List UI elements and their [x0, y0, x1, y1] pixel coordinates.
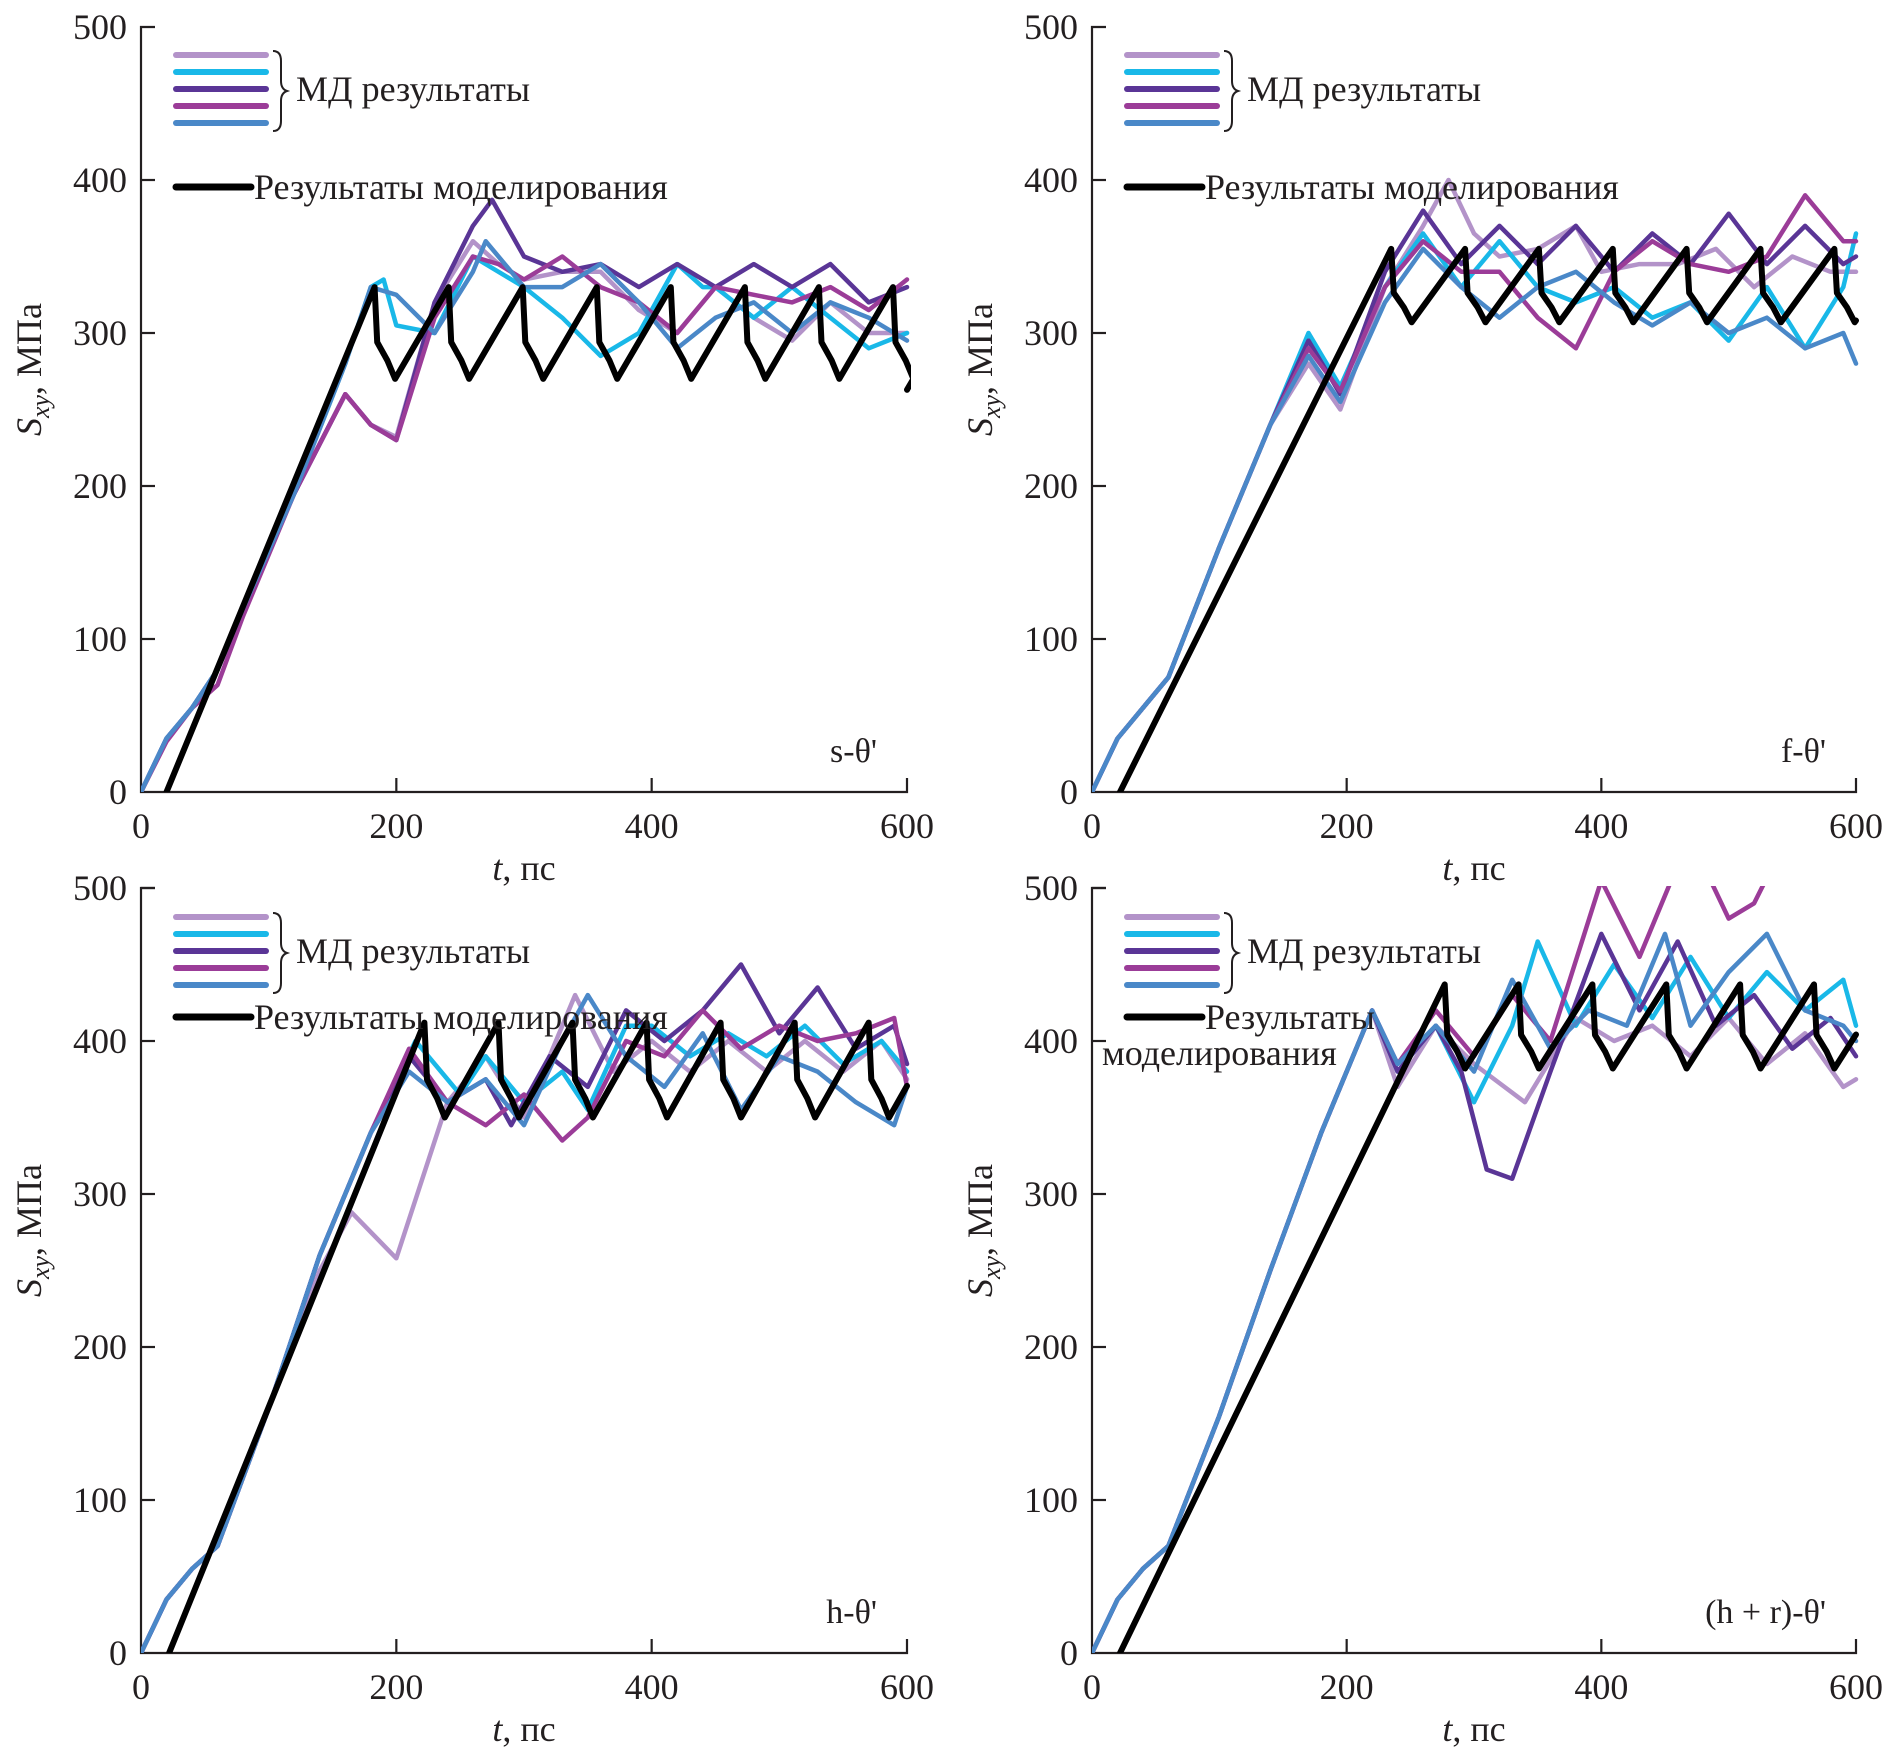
legend-label-model: Результаты моделирования — [254, 997, 668, 1037]
x-tick-label: 0 — [1083, 1667, 1101, 1707]
series-line-6 — [163, 284, 911, 792]
series-line-2 — [1092, 231, 1859, 792]
x-tick-label: 0 — [132, 1667, 150, 1707]
legend-label-model: Результаты — [1205, 997, 1375, 1037]
x-tick-label: 400 — [625, 806, 679, 846]
series-line-4 — [1092, 193, 1859, 792]
y-tick-label: 0 — [1060, 1633, 1078, 1673]
legend-label-md: МД результаты — [296, 931, 530, 971]
series-line-6 — [1117, 245, 1859, 792]
y-tick-label: 0 — [109, 772, 127, 812]
legend-label-model-line2: моделирования — [1102, 1033, 1337, 1073]
y-tick-label: 400 — [1024, 160, 1078, 200]
panel-label: f-θ' — [1781, 733, 1826, 770]
legend-label-md: МД результаты — [1247, 69, 1481, 109]
y-tick-label: 500 — [1024, 868, 1078, 908]
x-tick-label: 200 — [369, 806, 423, 846]
legend-label-model: Результаты моделирования — [254, 167, 668, 207]
x-axis-label: t, пс — [492, 1709, 555, 1749]
y-axis-label: Sxy, МПа — [9, 1164, 55, 1297]
x-tick-label: 0 — [1083, 806, 1101, 846]
legend-brace — [1223, 50, 1242, 132]
y-tick-label: 200 — [73, 466, 127, 506]
series-group — [141, 197, 911, 792]
y-tick-label: 100 — [1024, 619, 1078, 659]
chart-panel-3: 0 100 200 300 400 500 0 200 400 600 t, пс Sxy, МПа h… — [9, 868, 934, 1749]
x-tick-label: 400 — [1574, 1667, 1628, 1707]
series-line-6 — [166, 1019, 910, 1653]
x-tick-label: 600 — [880, 1667, 934, 1707]
legend-label-model: Результаты моделирования — [1205, 167, 1619, 207]
x-tick-label: 600 — [1829, 806, 1883, 846]
y-axis-label: Sxy, МПа — [960, 1164, 1006, 1297]
axes-frame — [1090, 25, 1858, 794]
panel-label: h-θ' — [826, 1594, 877, 1631]
y-tick-label: 400 — [73, 1021, 127, 1061]
x-axis-label: t, пс — [1442, 1709, 1505, 1749]
legend-brace — [272, 912, 291, 994]
legend: МД результаты Результаты моделирования — [172, 912, 668, 1037]
series-line-1 — [1092, 1008, 1859, 1653]
y-tick-label: 100 — [73, 619, 127, 659]
series-group — [1092, 177, 1859, 792]
series-line-6 — [1117, 981, 1859, 1653]
series-line-4 — [141, 254, 910, 792]
x-tick-label: 200 — [1320, 806, 1374, 846]
y-tick-label: 300 — [1024, 1174, 1078, 1214]
y-tick-label: 500 — [1024, 7, 1078, 47]
legend-brace — [272, 50, 291, 132]
y-tick-label: 200 — [73, 1327, 127, 1367]
y-tick-label: 200 — [1024, 466, 1078, 506]
chart-panel-1: 0 100 200 300 400 500 0 200 400 600 t, пс Sxy, МПа s… — [9, 7, 934, 888]
panel-label: (h + r)-θ' — [1705, 1594, 1826, 1631]
y-tick-label: 300 — [73, 313, 127, 353]
y-tick-label: 200 — [1024, 1327, 1078, 1367]
legend: МД результаты Результаты моделирования — [1123, 50, 1619, 207]
y-tick-label: 300 — [73, 1174, 127, 1214]
legend-label-md: МД результаты — [296, 69, 530, 109]
legend-brace — [1223, 912, 1242, 994]
y-tick-label: 100 — [73, 1480, 127, 1520]
x-tick-label: 400 — [625, 1667, 679, 1707]
y-axis-label: Sxy, МПа — [960, 303, 1006, 436]
y-tick-label: 500 — [73, 7, 127, 47]
legend-label-md: МД результаты — [1247, 931, 1481, 971]
x-tick-label: 200 — [369, 1667, 423, 1707]
panel-label: s-θ' — [830, 733, 877, 770]
x-axis-label: t, пс — [492, 848, 555, 888]
series-line-5 — [1092, 246, 1859, 792]
chart-panel-2: 0 100 200 300 400 500 0 200 400 600 t, пс Sxy, МПа f… — [960, 7, 1883, 888]
series-group — [1092, 886, 1859, 1653]
axes-frame — [139, 25, 909, 794]
x-tick-label: 600 — [880, 806, 934, 846]
y-tick-label: 100 — [1024, 1480, 1078, 1520]
x-tick-label: 600 — [1829, 1667, 1883, 1707]
legend: МД результаты Результаты моделирования — [172, 50, 668, 207]
chart-panel-4: 0 100 200 300 400 500 0 200 400 600 t, пс Sxy, МПа (… — [960, 868, 1883, 1749]
y-tick-label: 400 — [73, 160, 127, 200]
series-group — [141, 962, 910, 1653]
y-tick-label: 400 — [1024, 1021, 1078, 1061]
x-tick-label: 200 — [1320, 1667, 1374, 1707]
x-tick-label: 0 — [132, 806, 150, 846]
y-tick-label: 500 — [73, 868, 127, 908]
y-tick-label: 300 — [1024, 313, 1078, 353]
y-axis-label: Sxy, МПа — [9, 303, 55, 436]
y-tick-label: 0 — [1060, 772, 1078, 812]
y-tick-label: 0 — [109, 1633, 127, 1673]
x-tick-label: 400 — [1574, 806, 1628, 846]
series-line-3 — [141, 962, 910, 1653]
x-axis-label: t, пс — [1442, 848, 1505, 888]
